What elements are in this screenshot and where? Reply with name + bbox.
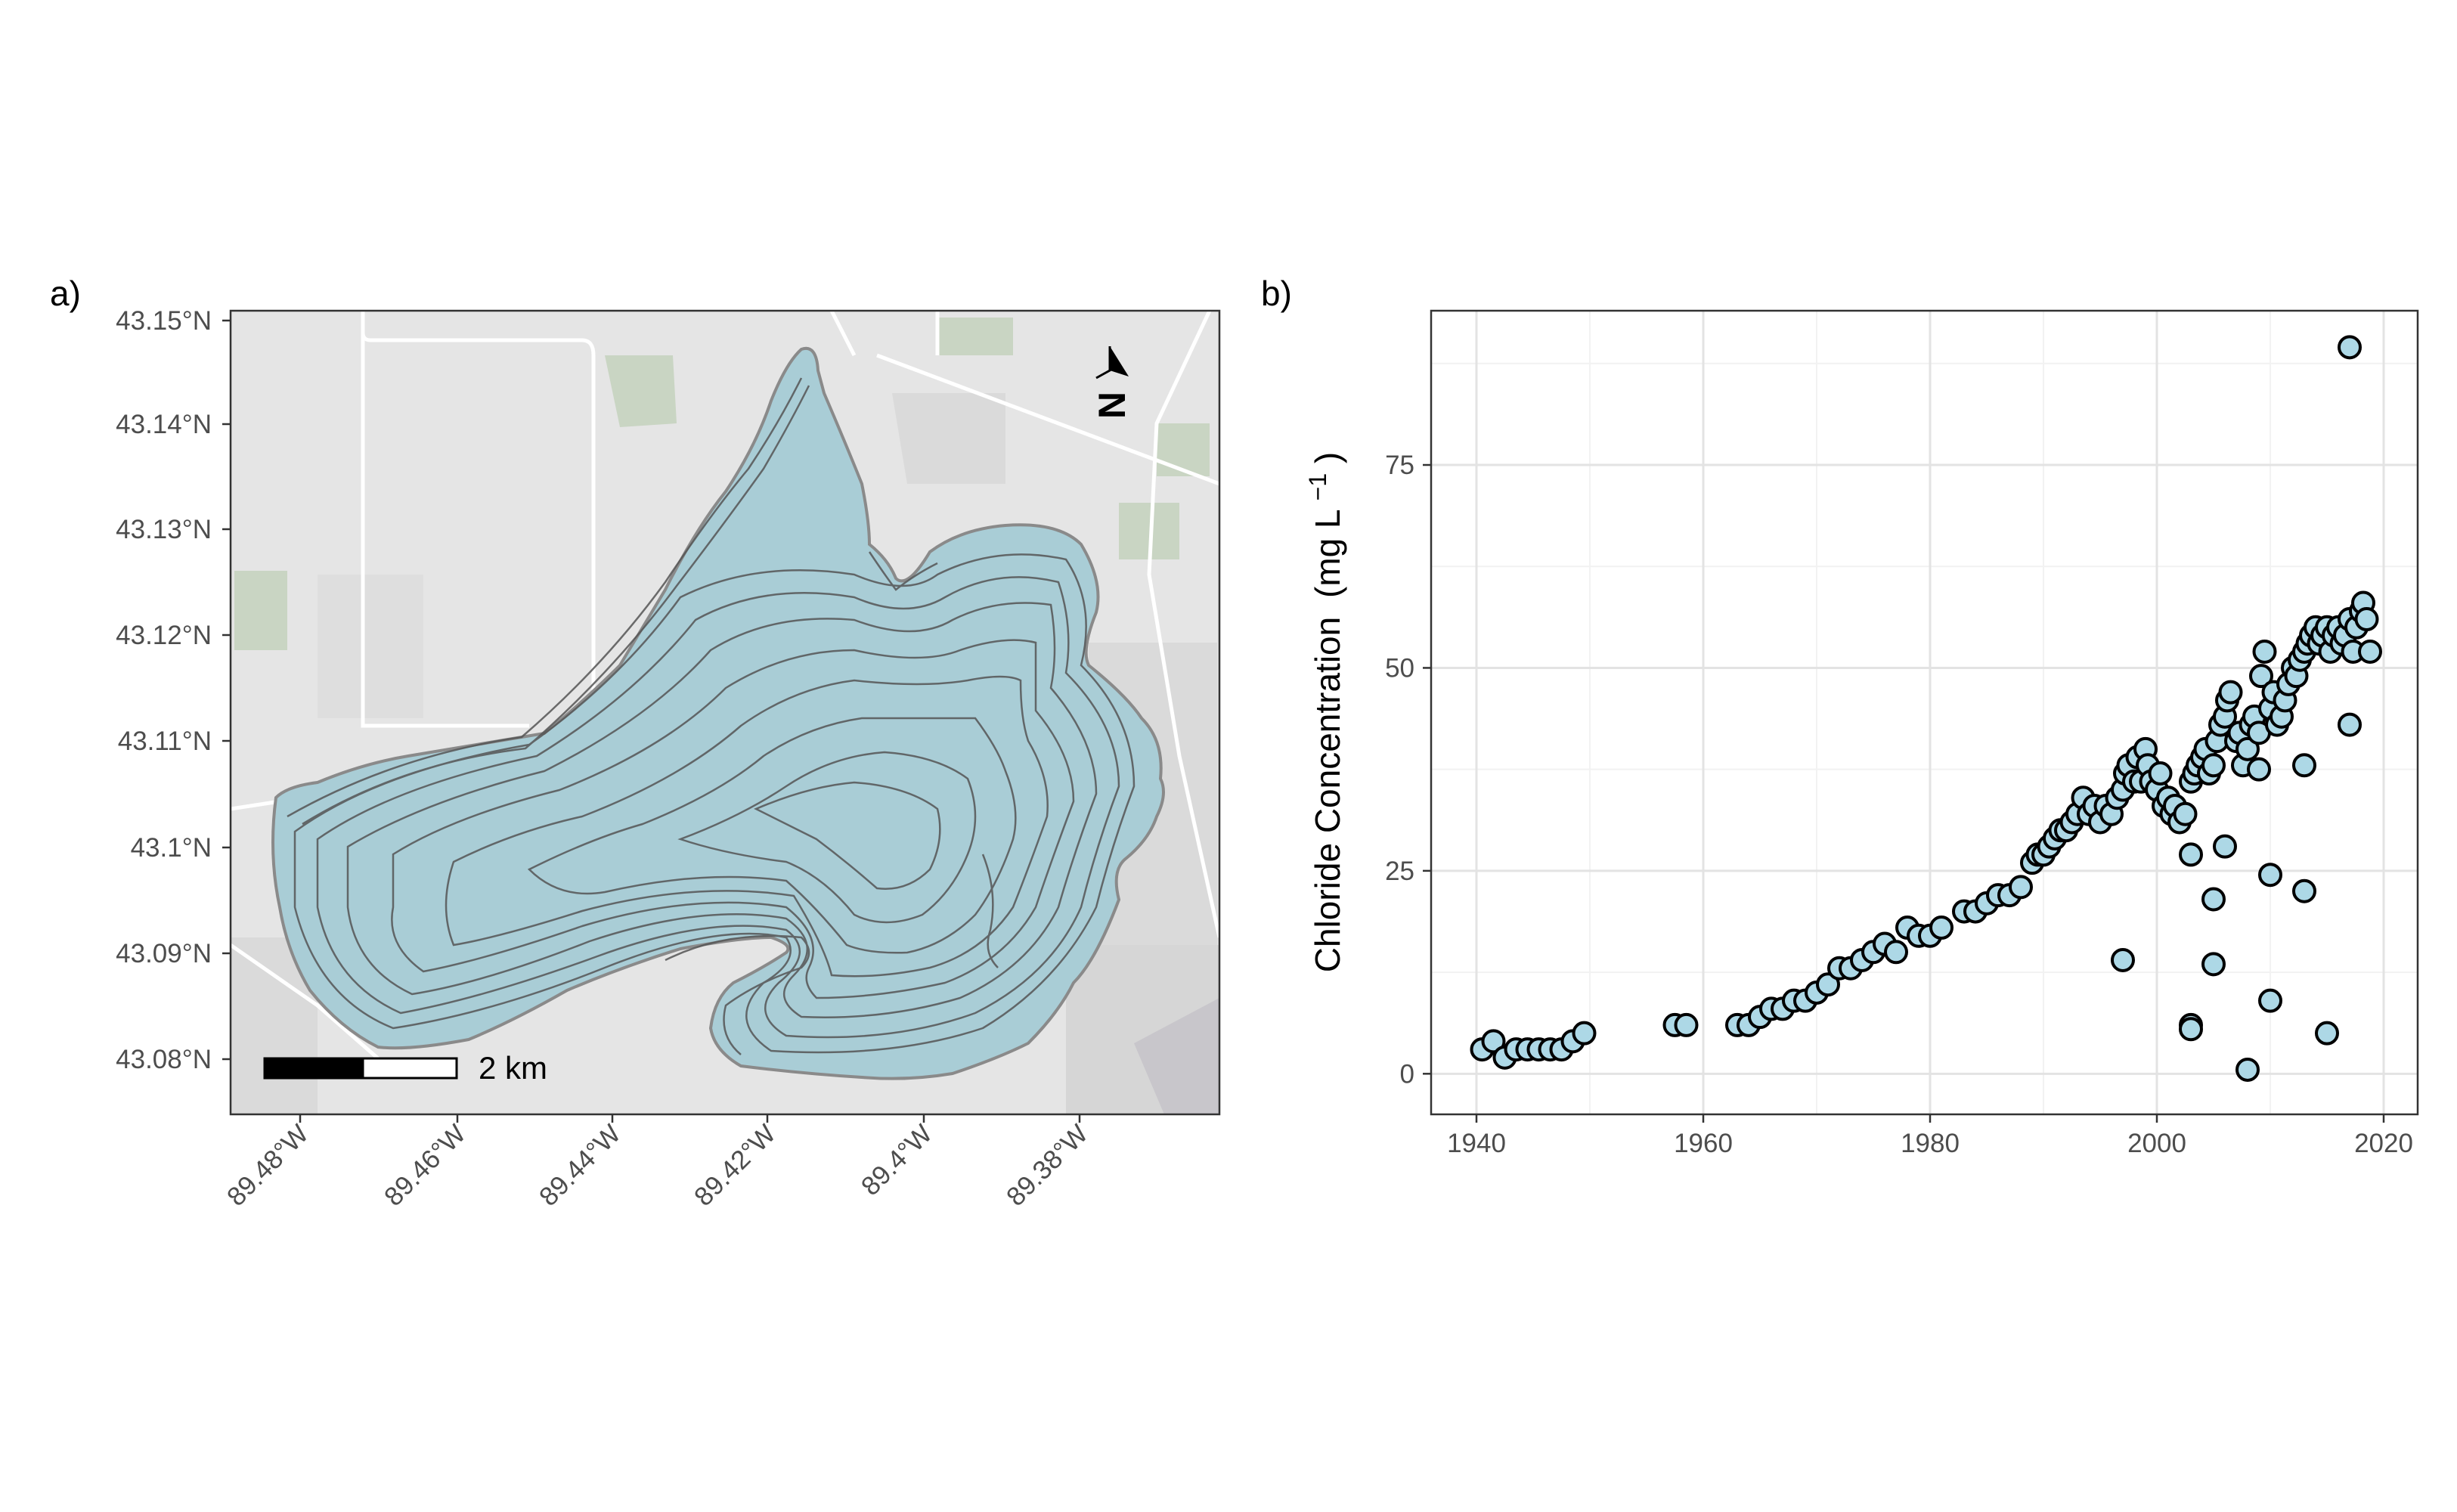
x-tick-label: 2000 [2127,1129,2186,1158]
map-longitude-axis: 89.48°W 89.46°W 89.44°W 89.42°W 89.4°W 8… [222,1114,1094,1212]
data-point [2009,875,2033,900]
data-point [2247,757,2271,782]
y-axis: 0 25 50 75 [1385,451,1431,1089]
data-point [2201,753,2226,778]
map-park-area [1119,503,1179,559]
data-point [1816,972,1840,997]
lat-tick-label: 43.13°N [116,515,212,544]
data-point [2148,761,2173,786]
data-point [2358,639,2382,664]
lake-polygon [271,346,1165,1080]
lat-tick-label: 43.08°N [116,1045,212,1074]
north-arrow-icon: N [1091,346,1133,419]
data-point [1674,1012,1699,1037]
data-point [2252,639,2277,664]
scale-bar: 2 km [263,1050,547,1086]
lat-tick-label: 43.14°N [116,410,212,439]
scatter-panel: 1940 1960 1980 2000 2020 0 25 50 75 Chloride Co… [1294,309,2419,1158]
x-tick-label: 1960 [1674,1129,1733,1158]
x-tick-label: 1980 [1901,1129,1960,1158]
data-point [2258,988,2282,1013]
y-axis-title-unit-close: ) [1308,452,1347,463]
plot-frame [1430,309,2419,1116]
lat-tick-label: 43.15°N [116,306,212,336]
data-point [2218,680,2243,705]
y-tick-label: 50 [1385,653,1414,683]
x-tick-label: 1940 [1447,1129,1506,1158]
north-arrow-label: N [1091,392,1133,419]
panel-b-label: b) [1261,274,1292,313]
data-point [2235,736,2260,761]
data-point [2292,878,2316,903]
lat-tick-label: 43.1°N [131,833,212,863]
lon-tick-label: 89.38°W [1001,1119,1094,1212]
lon-tick-label: 89.48°W [222,1119,314,1212]
data-point [2201,887,2226,912]
x-axis: 1940 1960 1980 2000 2020 [1447,1114,2413,1158]
lat-tick-label: 43.12°N [116,621,212,650]
map-park-area [1157,423,1210,476]
y-axis-title: Chloride Concentration (mg L −1 ) [1294,452,1347,973]
scale-bar-dark [263,1057,364,1080]
lon-tick-label: 89.44°W [534,1119,627,1212]
data-point [2338,335,2362,360]
data-point [2201,952,2226,977]
data-point [1884,940,1908,965]
lat-tick-label: 43.09°N [116,939,212,968]
scale-bar-light [361,1057,458,1080]
data-point [2249,664,2273,689]
lat-tick-label: 43.11°N [118,727,212,756]
map-roads [231,311,1219,1060]
lon-tick-label: 89.4°W [856,1119,938,1201]
y-tick-label: 0 [1400,1059,1414,1089]
panel-a-label: a) [50,274,81,313]
map-park-area [605,355,677,427]
data-point [2235,1057,2260,1082]
data-points [1470,335,2382,1082]
y-axis-title-unit-open: (mg L [1308,510,1347,598]
data-point [2292,753,2316,778]
map-frame [229,309,1221,1116]
map-panel: N 2 km 43.15°N 43.14°N 43.13°N 43.12°N 4… [116,306,1221,1212]
map-park-area [234,571,287,650]
map-urban-area [1134,998,1219,1114]
lon-tick-label: 89.42°W [689,1119,782,1212]
data-point [2179,842,2203,867]
lake-contours [287,377,1136,1055]
data-point [2213,834,2237,859]
data-point [2179,1017,2203,1042]
y-axis-title-main: Chloride Concentration [1308,617,1347,973]
y-tick-label: 75 [1385,451,1414,480]
data-point [2173,801,2198,826]
lon-tick-label: 89.46°W [379,1119,472,1212]
data-point [1481,1029,1506,1054]
data-point [2315,1021,2339,1046]
data-point [1572,1021,1597,1046]
data-point [2258,863,2282,888]
y-tick-label: 25 [1385,857,1414,886]
y-axis-title-unit-sup: −1 [1304,473,1331,500]
map-park-area [937,318,1013,355]
map-urban-area [892,393,1005,484]
map-latitude-axis: 43.15°N 43.14°N 43.13°N 43.12°N 43.11°N … [116,306,231,1074]
map-urban-area [318,575,423,718]
x-tick-label: 2020 [2354,1129,2413,1158]
data-point [2111,947,2135,972]
data-point [1929,916,1954,940]
scale-bar-label: 2 km [479,1050,547,1086]
data-point [2354,607,2379,632]
data-point [2338,712,2362,737]
